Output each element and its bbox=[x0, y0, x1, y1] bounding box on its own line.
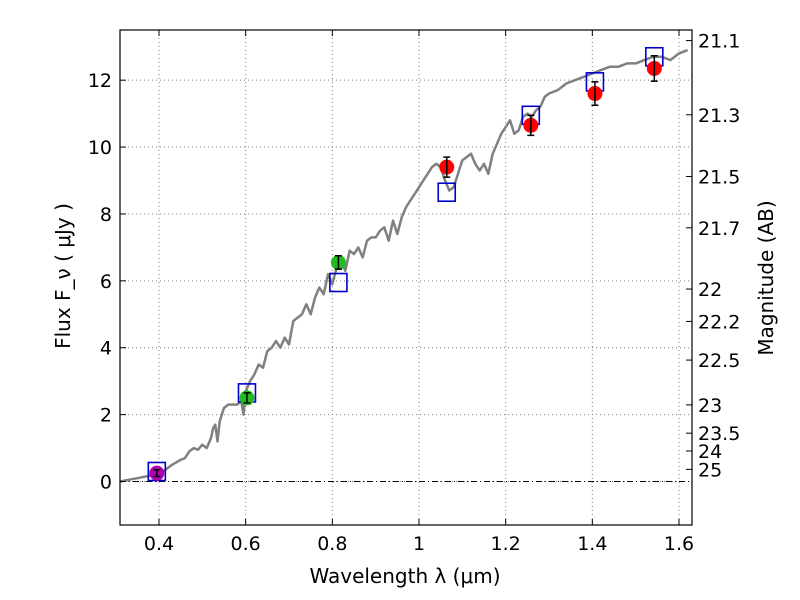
x-axis-label: Wavelength λ (μm) bbox=[309, 564, 500, 588]
tick-labels: 0.4 0.6 0.8 1 1.2 1.4 1.602468101221.121.321.5… bbox=[88, 31, 741, 555]
x-tick-label: 1.4 bbox=[577, 533, 607, 555]
x-tick-label: 1.2 bbox=[491, 533, 521, 555]
x-tick-label: 0.6 bbox=[231, 533, 261, 555]
x-tick-label: 0.8 bbox=[317, 533, 347, 555]
y-tick-label: 2 bbox=[100, 405, 112, 427]
y-axis-label-right: Magnitude (AB) bbox=[754, 200, 778, 355]
y-axis-label-left: Flux F_ν ( μJy ) bbox=[51, 203, 75, 349]
mag-tick-label: 25 bbox=[698, 459, 722, 481]
y-tick-label: 6 bbox=[100, 271, 112, 293]
axis-ticks bbox=[120, 30, 692, 525]
mag-tick-label: 21.5 bbox=[698, 166, 740, 188]
mag-tick-label: 24 bbox=[698, 441, 722, 463]
mag-tick-label: 22.5 bbox=[698, 350, 740, 372]
y-tick-label: 0 bbox=[100, 472, 112, 494]
x-tick-label: 1 bbox=[413, 533, 425, 555]
model-photometry-square bbox=[329, 272, 348, 293]
mag-tick-label: 21.3 bbox=[698, 105, 740, 127]
model-photometry-square bbox=[437, 182, 457, 203]
mag-tick-label: 22 bbox=[698, 279, 722, 301]
y-tick-label: 4 bbox=[100, 338, 112, 360]
grid-lines bbox=[120, 30, 692, 525]
mag-tick-label: 21.1 bbox=[698, 31, 740, 53]
x-tick-label: 1.6 bbox=[664, 533, 694, 555]
y-tick-label: 12 bbox=[88, 70, 112, 92]
x-tick-label: 0.4 bbox=[144, 533, 174, 555]
y-tick-label: 8 bbox=[100, 204, 112, 226]
plot-frame bbox=[119, 29, 693, 526]
mag-tick-label: 21.7 bbox=[698, 218, 740, 240]
model-spectrum-line bbox=[119, 48, 689, 483]
observed-photometry-points bbox=[149, 55, 662, 481]
mag-tick-label: 22.2 bbox=[698, 311, 740, 333]
mag-tick-label: 23.5 bbox=[698, 423, 740, 445]
model-photometry-squares bbox=[147, 46, 664, 482]
mag-tick-label: 23 bbox=[698, 395, 722, 417]
y-tick-label: 10 bbox=[88, 137, 112, 159]
